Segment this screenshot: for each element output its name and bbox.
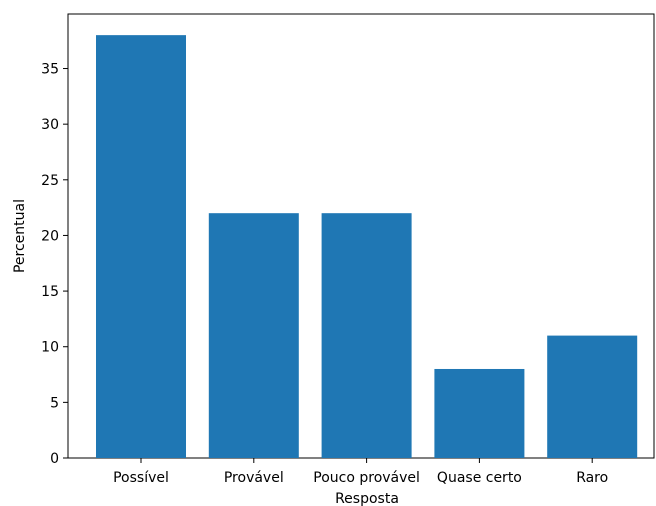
- bar-4: [547, 335, 638, 458]
- x-tick-label: Quase certo: [437, 470, 522, 486]
- x-axis-ticks: Possível Provável Pouco provável Quase cert…: [113, 458, 608, 486]
- y-tick-label: 20: [41, 228, 59, 244]
- y-axis-ticks: 0 5 10 15 20 25 30 35: [41, 62, 68, 467]
- y-tick-label: 10: [41, 340, 59, 356]
- x-tick-label: Pouco provável: [313, 470, 420, 486]
- bars-group: [96, 35, 638, 459]
- x-axis-label: Resposta: [335, 491, 399, 506]
- y-tick-label: 0: [50, 451, 59, 467]
- bar-3: [434, 368, 525, 458]
- x-tick-label: Raro: [576, 470, 608, 486]
- y-tick-label: 30: [41, 117, 59, 133]
- y-tick-label: 5: [50, 395, 59, 411]
- x-tick-label: Possível: [113, 470, 169, 486]
- y-axis-label: Percentual: [12, 199, 28, 273]
- x-tick-label: Provável: [224, 470, 284, 486]
- bar-0: [96, 35, 186, 459]
- bar-2: [321, 213, 412, 458]
- bar-1: [208, 213, 299, 458]
- y-tick-label: 35: [41, 62, 59, 78]
- y-tick-label: 25: [41, 173, 59, 189]
- y-tick-label: 15: [41, 284, 59, 300]
